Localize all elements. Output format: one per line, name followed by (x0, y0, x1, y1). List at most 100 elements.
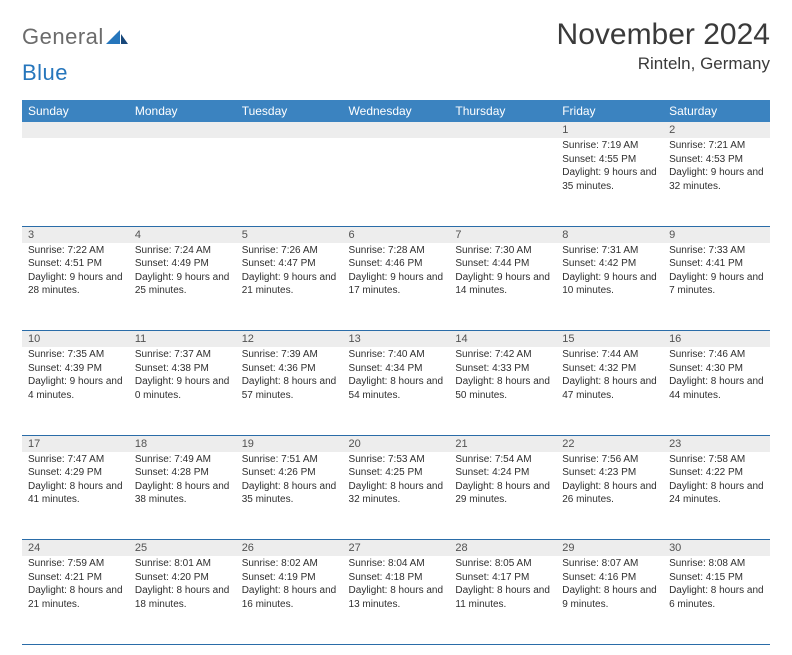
day-number: 10 (22, 331, 129, 348)
day-cell: Sunrise: 7:24 AMSunset: 4:49 PMDaylight:… (129, 243, 236, 331)
weekday-header: Monday (129, 100, 236, 122)
day-number: 16 (663, 331, 770, 348)
daylight-text: Daylight: 9 hours and 0 minutes. (135, 375, 230, 402)
daylight-text: Daylight: 8 hours and 26 minutes. (562, 480, 657, 507)
day-number (236, 122, 343, 138)
day-number: 15 (556, 331, 663, 348)
sunrise-text: Sunrise: 7:35 AM (28, 348, 123, 362)
sunrise-text: Sunrise: 7:49 AM (135, 453, 230, 467)
day-number: 3 (22, 226, 129, 243)
day-number-row: 12 (22, 122, 770, 138)
day-number (343, 122, 450, 138)
sunrise-text: Sunrise: 7:39 AM (242, 348, 337, 362)
sunset-text: Sunset: 4:49 PM (135, 257, 230, 271)
sunset-text: Sunset: 4:19 PM (242, 571, 337, 585)
sunrise-text: Sunrise: 7:37 AM (135, 348, 230, 362)
day-number: 17 (22, 435, 129, 452)
day-cell: Sunrise: 7:54 AMSunset: 4:24 PMDaylight:… (449, 452, 556, 540)
day-detail-row: Sunrise: 7:35 AMSunset: 4:39 PMDaylight:… (22, 347, 770, 435)
daylight-text: Daylight: 9 hours and 4 minutes. (28, 375, 123, 402)
sunset-text: Sunset: 4:47 PM (242, 257, 337, 271)
sunset-text: Sunset: 4:30 PM (669, 362, 764, 376)
day-number (449, 122, 556, 138)
sunrise-text: Sunrise: 7:30 AM (455, 244, 550, 258)
daylight-text: Daylight: 9 hours and 35 minutes. (562, 166, 657, 193)
calendar-page: General Blue November 2024 Rinteln, Germ… (0, 0, 792, 655)
day-cell: Sunrise: 8:02 AMSunset: 4:19 PMDaylight:… (236, 556, 343, 644)
day-cell: Sunrise: 7:59 AMSunset: 4:21 PMDaylight:… (22, 556, 129, 644)
day-number-row: 3456789 (22, 226, 770, 243)
weekday-header: Saturday (663, 100, 770, 122)
day-number: 1 (556, 122, 663, 138)
sunset-text: Sunset: 4:46 PM (349, 257, 444, 271)
daylight-text: Daylight: 8 hours and 50 minutes. (455, 375, 550, 402)
day-number: 14 (449, 331, 556, 348)
day-number-row: 10111213141516 (22, 331, 770, 348)
calendar-head: SundayMondayTuesdayWednesdayThursdayFrid… (22, 100, 770, 122)
daylight-text: Daylight: 8 hours and 44 minutes. (669, 375, 764, 402)
weekday-row: SundayMondayTuesdayWednesdayThursdayFrid… (22, 100, 770, 122)
day-number: 8 (556, 226, 663, 243)
sunrise-text: Sunrise: 8:04 AM (349, 557, 444, 571)
month-title: November 2024 (557, 18, 770, 52)
daylight-text: Daylight: 9 hours and 7 minutes. (669, 271, 764, 298)
sunrise-text: Sunrise: 7:56 AM (562, 453, 657, 467)
weekday-header: Wednesday (343, 100, 450, 122)
day-cell (236, 138, 343, 226)
sunrise-text: Sunrise: 7:24 AM (135, 244, 230, 258)
day-cell: Sunrise: 7:37 AMSunset: 4:38 PMDaylight:… (129, 347, 236, 435)
day-cell: Sunrise: 7:22 AMSunset: 4:51 PMDaylight:… (22, 243, 129, 331)
calendar-body: 12Sunrise: 7:19 AMSunset: 4:55 PMDayligh… (22, 122, 770, 644)
sunrise-text: Sunrise: 7:22 AM (28, 244, 123, 258)
day-cell (449, 138, 556, 226)
day-cell: Sunrise: 7:58 AMSunset: 4:22 PMDaylight:… (663, 452, 770, 540)
day-cell: Sunrise: 7:33 AMSunset: 4:41 PMDaylight:… (663, 243, 770, 331)
day-cell (343, 138, 450, 226)
day-number: 11 (129, 331, 236, 348)
sunset-text: Sunset: 4:29 PM (28, 466, 123, 480)
sunrise-text: Sunrise: 8:08 AM (669, 557, 764, 571)
day-detail-row: Sunrise: 7:59 AMSunset: 4:21 PMDaylight:… (22, 556, 770, 644)
day-cell: Sunrise: 7:26 AMSunset: 4:47 PMDaylight:… (236, 243, 343, 331)
sunset-text: Sunset: 4:16 PM (562, 571, 657, 585)
daylight-text: Daylight: 8 hours and 57 minutes. (242, 375, 337, 402)
daylight-text: Daylight: 8 hours and 41 minutes. (28, 480, 123, 507)
sunset-text: Sunset: 4:20 PM (135, 571, 230, 585)
sunset-text: Sunset: 4:24 PM (455, 466, 550, 480)
day-cell: Sunrise: 7:30 AMSunset: 4:44 PMDaylight:… (449, 243, 556, 331)
sunrise-text: Sunrise: 8:01 AM (135, 557, 230, 571)
title-block: November 2024 Rinteln, Germany (557, 18, 770, 74)
day-detail-row: Sunrise: 7:19 AMSunset: 4:55 PMDaylight:… (22, 138, 770, 226)
sunset-text: Sunset: 4:18 PM (349, 571, 444, 585)
day-cell (22, 138, 129, 226)
sunrise-text: Sunrise: 7:28 AM (349, 244, 444, 258)
sunrise-text: Sunrise: 7:53 AM (349, 453, 444, 467)
sunset-text: Sunset: 4:26 PM (242, 466, 337, 480)
day-cell: Sunrise: 7:40 AMSunset: 4:34 PMDaylight:… (343, 347, 450, 435)
day-number: 18 (129, 435, 236, 452)
sunset-text: Sunset: 4:42 PM (562, 257, 657, 271)
sunset-text: Sunset: 4:44 PM (455, 257, 550, 271)
sunset-text: Sunset: 4:36 PM (242, 362, 337, 376)
weekday-header: Thursday (449, 100, 556, 122)
daylight-text: Daylight: 8 hours and 47 minutes. (562, 375, 657, 402)
day-cell (129, 138, 236, 226)
day-cell: Sunrise: 7:56 AMSunset: 4:23 PMDaylight:… (556, 452, 663, 540)
day-number: 9 (663, 226, 770, 243)
sunset-text: Sunset: 4:33 PM (455, 362, 550, 376)
sunrise-text: Sunrise: 7:51 AM (242, 453, 337, 467)
daylight-text: Daylight: 8 hours and 35 minutes. (242, 480, 337, 507)
sunrise-text: Sunrise: 7:46 AM (669, 348, 764, 362)
day-cell: Sunrise: 8:04 AMSunset: 4:18 PMDaylight:… (343, 556, 450, 644)
day-cell: Sunrise: 7:51 AMSunset: 4:26 PMDaylight:… (236, 452, 343, 540)
day-cell: Sunrise: 7:44 AMSunset: 4:32 PMDaylight:… (556, 347, 663, 435)
daylight-text: Daylight: 8 hours and 9 minutes. (562, 584, 657, 611)
daylight-text: Daylight: 8 hours and 32 minutes. (349, 480, 444, 507)
day-number: 13 (343, 331, 450, 348)
day-number-row: 24252627282930 (22, 540, 770, 557)
daylight-text: Daylight: 8 hours and 54 minutes. (349, 375, 444, 402)
daylight-text: Daylight: 8 hours and 13 minutes. (349, 584, 444, 611)
day-cell: Sunrise: 8:05 AMSunset: 4:17 PMDaylight:… (449, 556, 556, 644)
sunrise-text: Sunrise: 7:26 AM (242, 244, 337, 258)
daylight-text: Daylight: 8 hours and 29 minutes. (455, 480, 550, 507)
